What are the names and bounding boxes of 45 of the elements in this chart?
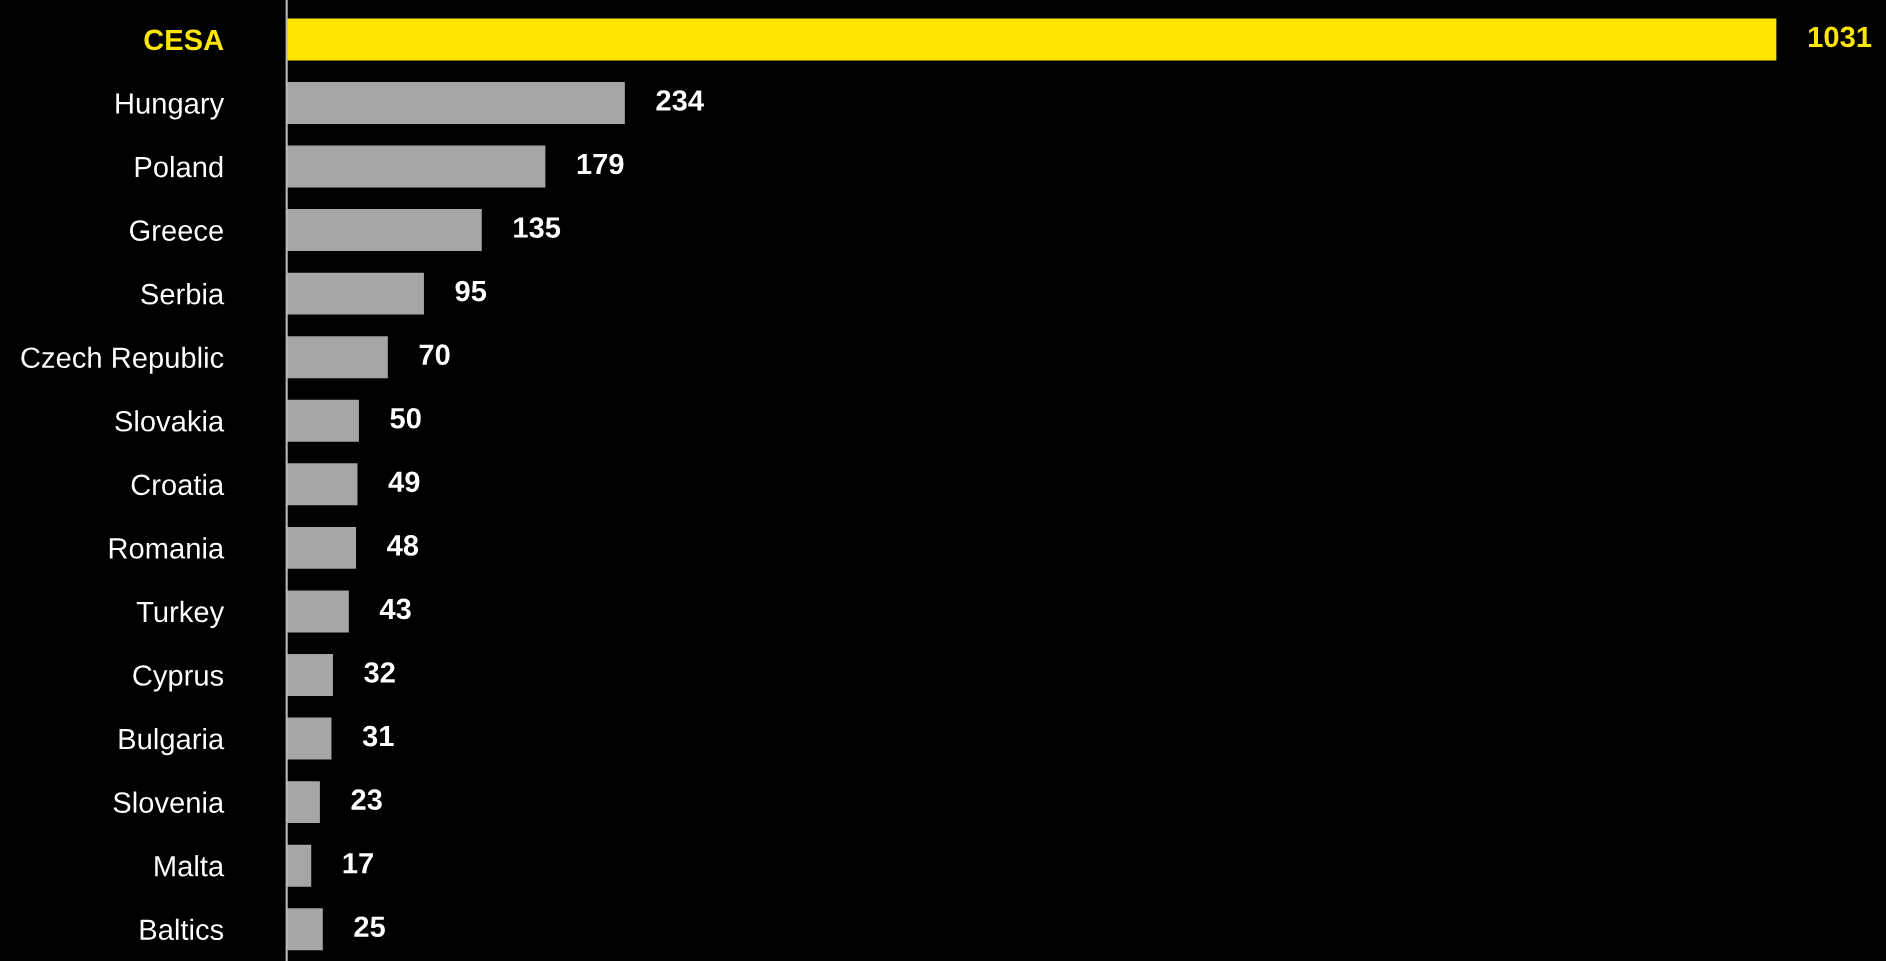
y-tick-label: Bulgaria [119, 727, 225, 756]
data-label: 23 [351, 789, 382, 810]
y-tick-label: Greece [130, 220, 223, 241]
bar [286, 272, 424, 315]
y-tick-label: Malta [155, 855, 225, 877]
y-tick-label: CESA [144, 29, 224, 51]
data-label: 1031 [1809, 26, 1872, 48]
data-label: 31 [362, 725, 394, 747]
data-label: 50 [390, 407, 421, 429]
y-tick-label: Slovakia [115, 410, 225, 432]
data-label: 95 [455, 280, 487, 302]
y-tick-label: Poland [135, 155, 223, 178]
bar [286, 526, 357, 569]
bar [286, 81, 625, 124]
y-tick-label: Romania [109, 537, 225, 559]
bar [286, 399, 359, 442]
bar [286, 463, 358, 506]
bar [286, 590, 349, 633]
bar [286, 654, 333, 696]
y-tick-label: Baltics [140, 918, 224, 941]
y-tick-label: Slovenia [113, 791, 225, 813]
data-label: 32 [364, 662, 395, 683]
data-label: 43 [379, 598, 411, 620]
bar [286, 717, 332, 760]
data-label: 234 [656, 90, 704, 111]
data-label: 70 [419, 344, 450, 366]
bar [286, 209, 482, 252]
y-tick-label: Czech Republic [21, 346, 224, 374]
y-tick-label: Croatia [131, 473, 225, 496]
bar [286, 908, 323, 951]
data-label: 135 [514, 217, 561, 238]
data-label: 48 [387, 535, 419, 556]
y-tick-label: Serbia [141, 283, 225, 305]
bar [286, 781, 320, 824]
data-label: 49 [388, 471, 420, 493]
y-tick-label: Cyprus [133, 665, 224, 692]
bar [286, 145, 546, 188]
y-tick-label: Turkey [136, 600, 225, 629]
y-tick-label: Hungary [116, 93, 225, 120]
data-label: 179 [577, 153, 624, 175]
data-label: 25 [354, 916, 385, 938]
data-label: 17 [343, 853, 373, 874]
bar [286, 844, 312, 887]
bar [286, 336, 388, 379]
bar [286, 18, 1777, 61]
